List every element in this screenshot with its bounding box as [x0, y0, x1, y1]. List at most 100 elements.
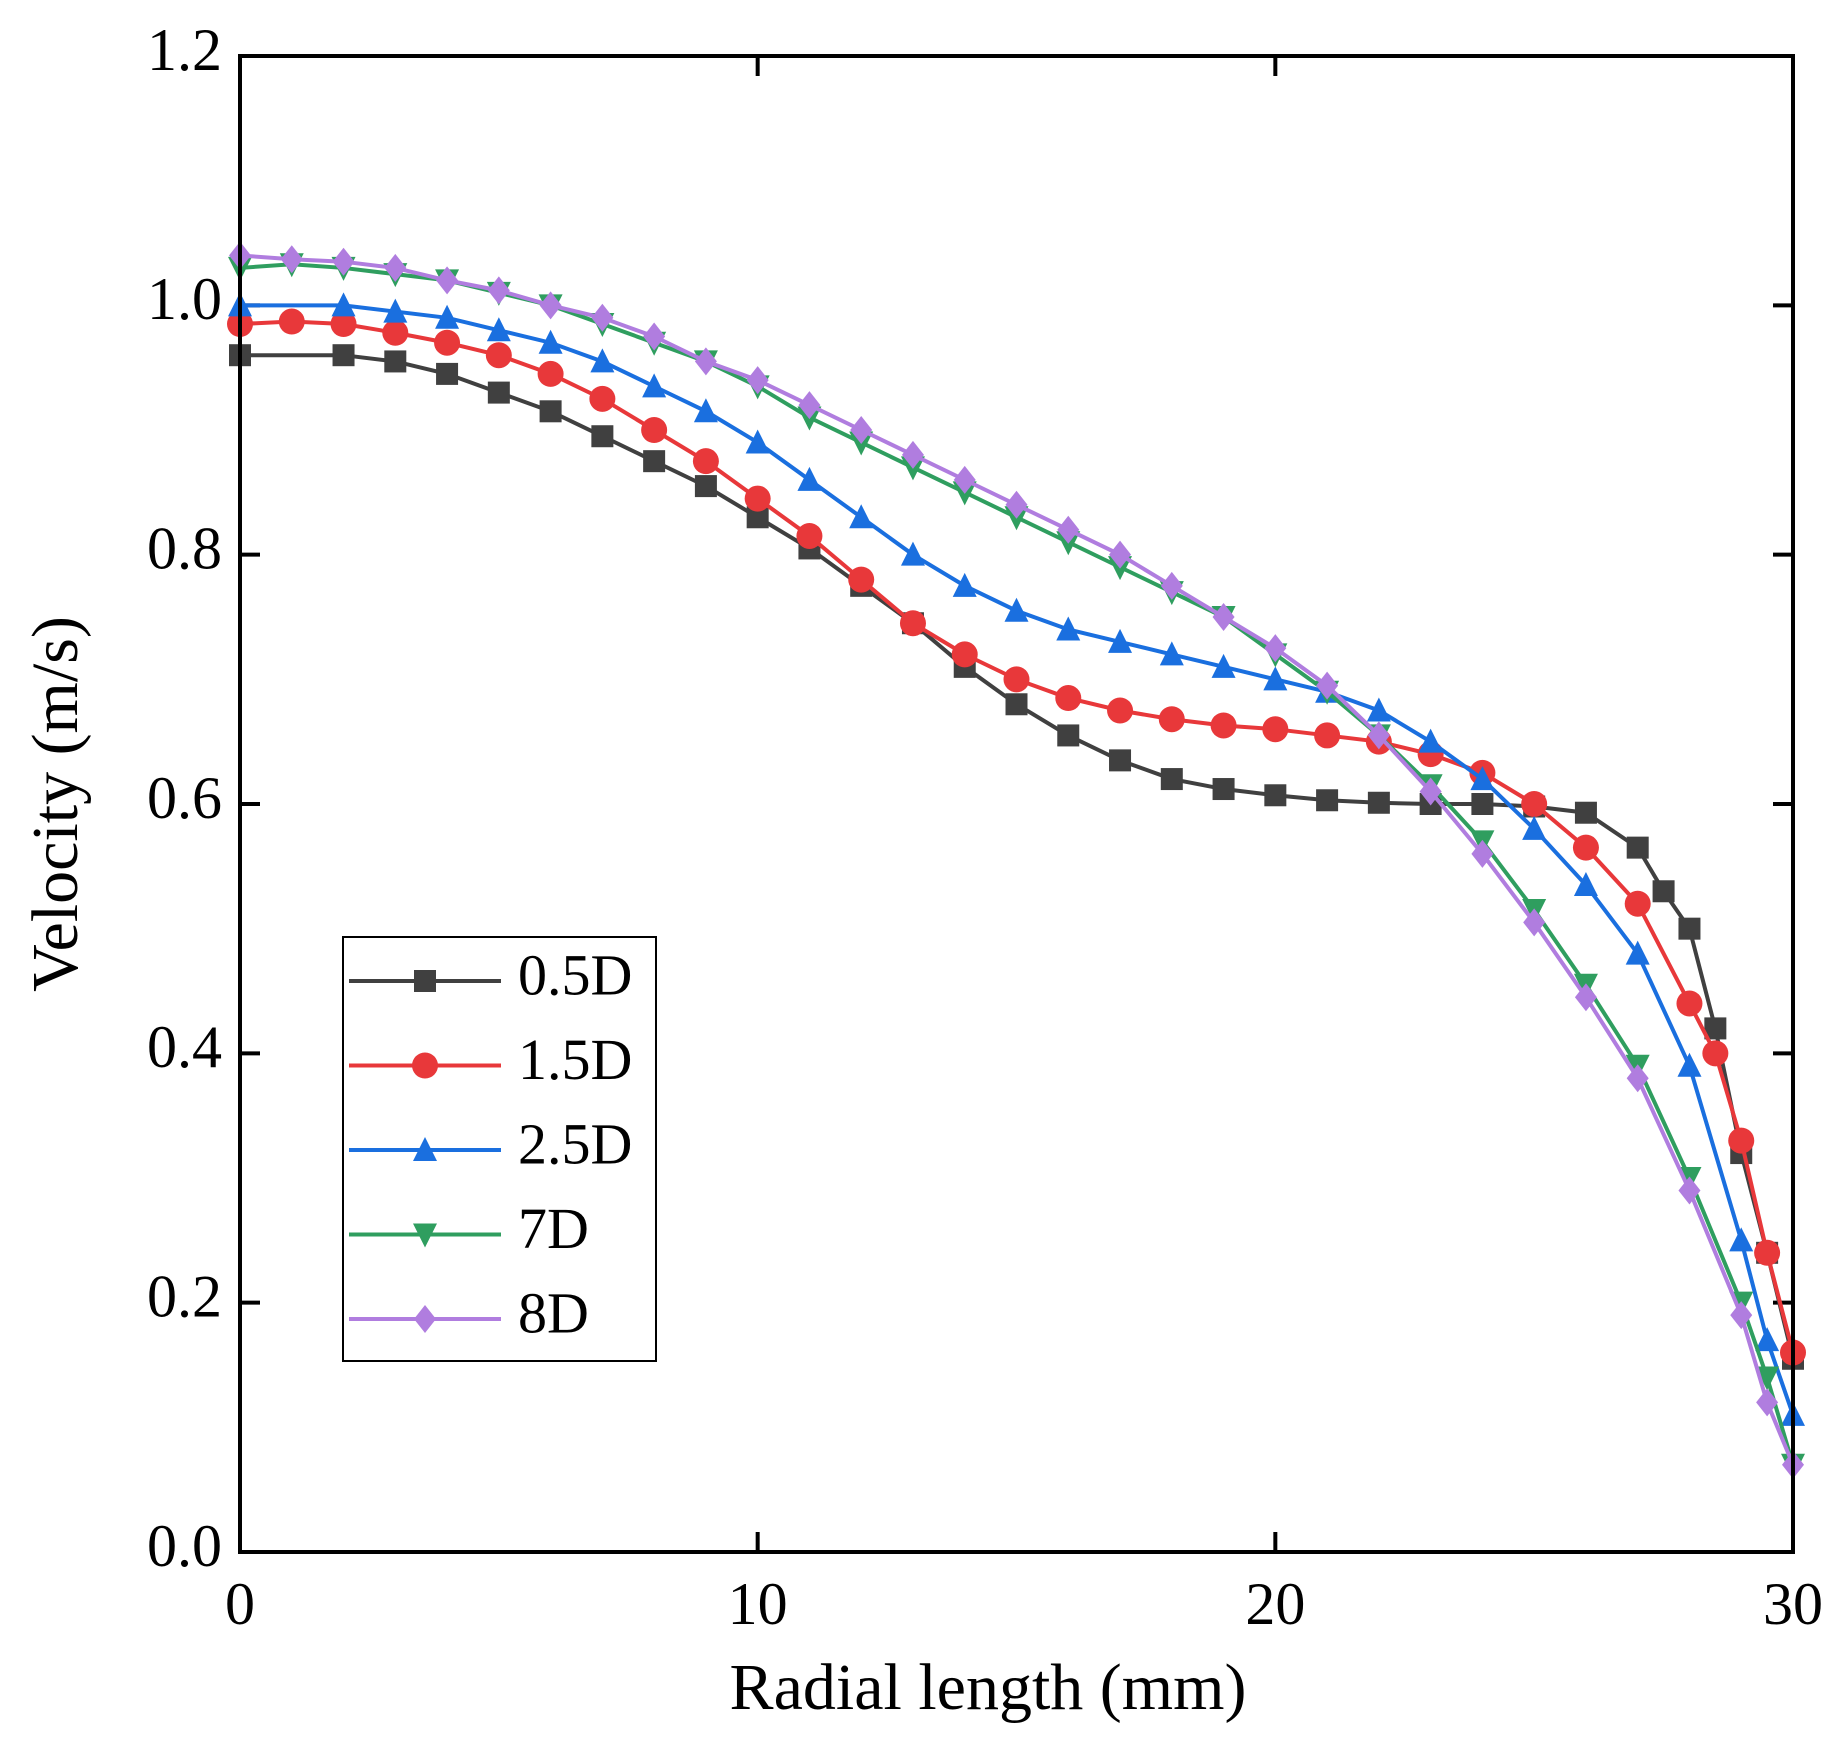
data-point	[1314, 722, 1341, 749]
data-point	[1109, 540, 1132, 569]
data-point	[1212, 778, 1235, 801]
data-point	[694, 475, 717, 498]
data-point	[1263, 666, 1288, 691]
y-tick-label: 0.4	[147, 1014, 222, 1080]
data-point	[539, 400, 562, 423]
data-point	[1521, 791, 1548, 817]
data-point	[643, 450, 666, 473]
data-point	[1109, 749, 1132, 772]
data-point	[1702, 1040, 1729, 1067]
data-point	[1056, 616, 1081, 641]
plot-frame	[238, 54, 1795, 1554]
data-point	[1264, 784, 1287, 807]
data-point	[798, 391, 821, 420]
data-point	[332, 344, 355, 367]
data-point	[1470, 766, 1495, 791]
data-point	[1756, 1388, 1779, 1417]
data-point	[434, 329, 461, 356]
y-tick-label: 0.2	[147, 1263, 222, 1329]
data-point	[1754, 1239, 1781, 1266]
data-point	[1678, 917, 1701, 940]
data-point	[486, 317, 511, 342]
data-point	[796, 522, 823, 549]
x-tick-label: 10	[728, 1571, 788, 1637]
data-point	[383, 298, 408, 323]
data-point	[1755, 1366, 1780, 1391]
y-tick-label: 1.2	[147, 17, 222, 83]
data-point	[1729, 1227, 1754, 1252]
data-point	[1626, 836, 1649, 859]
x-tick-label: 30	[1763, 1571, 1823, 1637]
data-point	[746, 366, 769, 395]
data-point	[537, 360, 564, 387]
data-point	[692, 448, 719, 475]
data-point	[1057, 724, 1080, 747]
data-point	[1158, 706, 1185, 733]
data-point	[1728, 1127, 1755, 1154]
data-point	[1366, 697, 1391, 722]
data-point	[643, 322, 666, 351]
data-point	[384, 253, 407, 282]
data-point	[1574, 801, 1597, 824]
data-point	[331, 292, 356, 317]
data-point	[590, 348, 615, 373]
data-point	[1004, 597, 1029, 622]
data-point	[693, 398, 718, 423]
data-point	[901, 440, 924, 469]
data-point	[591, 425, 614, 448]
data-point	[280, 245, 303, 274]
data-point	[642, 373, 667, 398]
data-point	[900, 541, 925, 566]
data-point	[1057, 515, 1080, 544]
data-point	[952, 572, 977, 597]
legend-label: 2.5D	[518, 1111, 632, 1176]
data-point	[1419, 777, 1442, 806]
data-point	[330, 311, 357, 338]
data-point	[1108, 628, 1133, 653]
data-point	[746, 506, 769, 529]
data-point	[1572, 834, 1599, 861]
data-point	[1418, 728, 1443, 753]
data-point	[1625, 940, 1650, 965]
data-point	[1652, 880, 1675, 903]
data-point	[1160, 768, 1183, 791]
data-point	[797, 466, 822, 491]
legend-label: 7D	[518, 1196, 589, 1261]
legend-label: 8D	[518, 1280, 589, 1345]
data-point	[1212, 603, 1235, 631]
data-point	[1367, 721, 1390, 750]
data-point	[278, 308, 305, 335]
data-point	[1624, 890, 1651, 917]
y-tick-label: 0.0	[147, 1513, 222, 1579]
data-point	[436, 266, 459, 295]
legend-marker	[414, 1305, 436, 1333]
data-point	[538, 329, 563, 354]
data-point	[951, 641, 978, 668]
data-point	[487, 381, 510, 404]
data-point	[1055, 685, 1082, 712]
y-tick-label: 1.0	[147, 266, 222, 332]
data-point	[953, 465, 976, 494]
data-point	[1730, 1301, 1753, 1330]
data-point	[1159, 641, 1184, 666]
legend-label: 0.5D	[518, 942, 632, 1007]
data-point	[1704, 1017, 1727, 1040]
data-point	[1471, 793, 1494, 815]
data-point	[850, 416, 873, 444]
data-point	[1316, 789, 1339, 812]
data-point	[1574, 983, 1597, 1012]
data-point	[1367, 791, 1390, 814]
x-tick-label: 20	[1245, 1571, 1305, 1637]
data-point	[539, 291, 562, 320]
data-point	[1523, 908, 1546, 937]
data-point	[744, 485, 771, 512]
data-point	[1676, 990, 1703, 1017]
data-point	[384, 350, 407, 373]
y-tick-label: 0.8	[147, 515, 222, 581]
data-point	[641, 417, 668, 443]
legend-marker	[413, 1137, 437, 1161]
data-point	[899, 610, 926, 637]
data-point	[1107, 697, 1134, 724]
data-point	[1755, 1327, 1780, 1352]
